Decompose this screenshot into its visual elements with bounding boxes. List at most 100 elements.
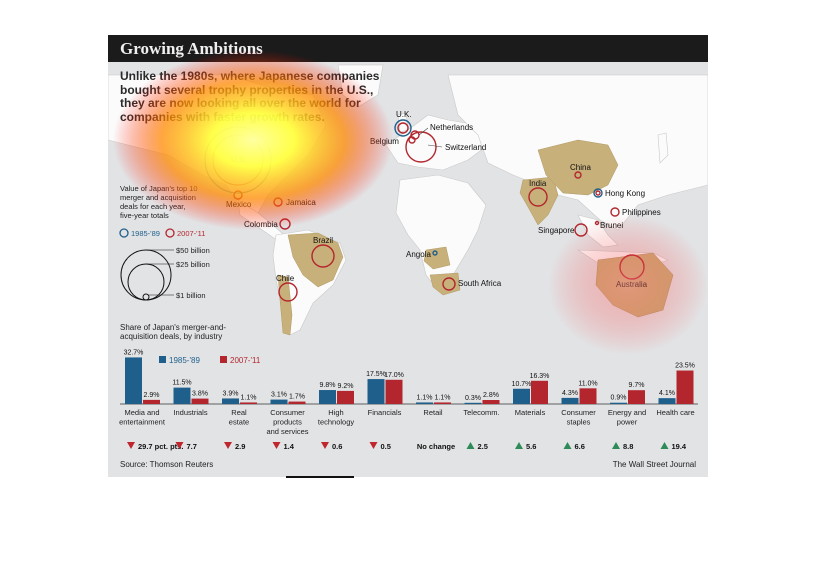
bar-b-2 (240, 402, 257, 404)
india-circle (528, 187, 548, 207)
legend-period-b: 2007-'11 (177, 229, 205, 238)
legend-series-a: 1985-'89 (169, 356, 200, 365)
bar-b-3 (288, 401, 306, 404)
change-arrow-5 (369, 442, 378, 449)
bar-a-6 (416, 402, 433, 404)
change-label-5: 0.5 (381, 442, 391, 451)
bar-b-0 (143, 399, 160, 404)
legend-series-b: 2007-'11 (230, 356, 261, 365)
bar-a-5 (367, 379, 385, 404)
value-label-b-0: 2.9% (144, 392, 160, 399)
infographic-panel: U.S. Mexico Jamaica Colombia Brazil Chil… (108, 35, 708, 477)
change-arrow-0 (127, 442, 135, 449)
africa-land (395, 174, 487, 291)
category-label-9-1: staples (567, 418, 591, 427)
category-label-3-2: and services (266, 427, 308, 436)
legend-caption-3: deals for each year, (120, 202, 185, 211)
bar-b-1 (191, 398, 209, 404)
bar-a-0 (125, 357, 142, 404)
label-australia: Australia (616, 280, 648, 289)
bar-b-7 (482, 400, 500, 404)
category-label-4-0: High (328, 408, 343, 417)
bar-a-11 (658, 398, 676, 404)
value-label-a-1: 11.5% (172, 380, 191, 387)
category-label-10-0: Energy and (608, 408, 646, 417)
category-label-2-1: estate (229, 418, 249, 427)
change-label-4: 0.6 (332, 442, 342, 451)
change-label-1: 7.7 (187, 442, 197, 451)
value-label-a-7: 0.3% (465, 395, 481, 402)
bar-a-10 (610, 402, 627, 404)
change-label-6: No change (417, 442, 455, 451)
category-label-0-0: Media and (124, 408, 159, 417)
page-title: Growing Ambitions (120, 39, 263, 58)
value-label-b-5: 17.0% (384, 372, 404, 379)
chart-title-1: Share of Japan's merger-and- (120, 323, 226, 332)
scale-label-1: $1 billion (176, 291, 206, 300)
uk-circle-a (394, 119, 412, 137)
legend-caption-1: Value of Japan's top 10 (120, 184, 198, 193)
value-label-a-9: 4.3% (562, 390, 578, 397)
value-label-a-2: 3.9% (223, 390, 239, 397)
value-label-b-7: 2.8% (483, 392, 499, 399)
scale-label-50: $50 billion (176, 246, 210, 255)
netherlands-leader (418, 127, 429, 136)
change-arrow-8 (515, 442, 523, 449)
label-china: China (570, 163, 591, 172)
label-hong-kong: Hong Kong (605, 189, 645, 198)
change-arrow-4 (321, 442, 329, 449)
legend-caption-2: merger and acquisition (120, 193, 196, 202)
label-mexico: Mexico (226, 200, 252, 209)
intro-text: Unlike the 1980s, where Japanese compani… (120, 69, 380, 124)
credit-note: The Wall Street Journal (612, 460, 696, 469)
label-belgium: Belgium (370, 137, 399, 146)
source-note: Source: Thomson Reuters (120, 460, 214, 469)
scale-circle-25 (127, 263, 165, 301)
label-south-africa: South Africa (458, 279, 502, 288)
legend-swatch-a (159, 356, 166, 363)
value-label-a-10: 0.9% (611, 395, 627, 402)
value-label-b-6: 1.1% (435, 394, 451, 401)
category-label-3-1: products (273, 418, 302, 427)
label-netherlands: Netherlands (430, 123, 473, 132)
brazil-circle (311, 244, 335, 268)
category-label-10-1: power (617, 418, 638, 427)
legend-swatch-b (220, 356, 227, 363)
uk-circle-b (397, 122, 409, 134)
label-singapore: Singapore (538, 226, 575, 235)
change-arrow-10 (612, 442, 620, 449)
bar-b-4 (337, 390, 354, 404)
bar-a-2 (222, 398, 239, 404)
category-label-3-0: Consumer (270, 408, 305, 417)
bar-b-6 (434, 402, 451, 404)
category-label-0-1: entertainment (119, 418, 166, 427)
angola-circle (432, 250, 438, 256)
value-label-a-4: 9.8% (320, 382, 336, 389)
legend-period-a: 1985-'89 (131, 229, 160, 238)
value-label-a-0: 32.7% (124, 349, 144, 356)
category-label-2-0: Real (231, 408, 247, 417)
change-label-8: 5.6 (526, 442, 536, 451)
legend-circle-a (119, 228, 129, 238)
value-label-b-9: 11.0% (578, 380, 597, 387)
bar-a-7 (464, 402, 482, 404)
label-switzerland: Switzerland (445, 143, 486, 152)
bar-a-4 (319, 390, 336, 404)
scale-circle-50 (120, 249, 172, 301)
bar-b-8 (531, 380, 548, 404)
value-label-b-2: 1.1% (241, 394, 257, 401)
label-philippines: Philippines (622, 208, 661, 217)
change-label-11: 19.4 (672, 442, 687, 451)
china-highlight (537, 139, 619, 196)
bar-a-9 (561, 397, 579, 404)
value-label-a-8: 10.7% (512, 381, 532, 388)
chile-highlight (277, 274, 293, 336)
switzerland-leader (427, 144, 443, 148)
label-jamaica: Jamaica (286, 198, 316, 207)
label-brunei: Brunei (600, 221, 623, 230)
category-label-7-0: Telecomm. (463, 408, 499, 417)
value-label-b-10: 9.7% (629, 382, 645, 389)
change-arrow-7 (466, 442, 475, 449)
hong-kong-circle-b (595, 190, 601, 196)
angola-highlight (423, 246, 451, 270)
